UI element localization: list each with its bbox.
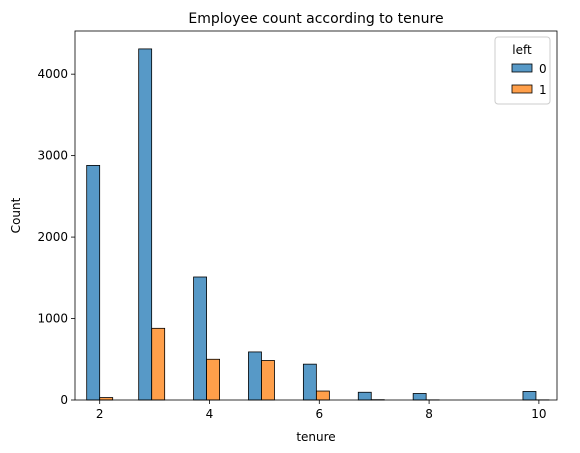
legend-label-1: 1 [539,83,547,97]
bar-series-0-7 [522,391,537,401]
bar-series-0-3 [248,351,262,401]
bar-series-0-2 [193,276,207,401]
chart-title: Employee count according to tenure [188,11,443,27]
legend-swatch-0 [511,63,533,73]
legend-swatch-1 [511,84,533,94]
x-axis-label: tenure [296,430,335,444]
x-ticks: 2 4 6 8 10 [96,400,547,421]
legend: left 0 1 [494,36,551,105]
bar-series-1-3 [261,360,275,401]
x-tick-label-3: 8 [425,407,433,421]
legend-title: left [512,43,532,57]
y-tick-label-3: 3000 [37,149,68,163]
bar-series-0-4 [302,363,317,401]
bar-series-1-1 [151,327,166,401]
bar-series-1-4 [315,390,330,401]
y-ticks: 0 1000 2000 3000 4000 [37,67,75,407]
y-tick-label-2: 2000 [37,230,68,244]
bar-series-0-6 [412,393,427,401]
bar-series-0-5 [357,391,372,401]
y-axis-label: Count [9,197,23,233]
y-tick-label-4: 4000 [37,67,68,81]
legend-label-0: 0 [539,62,547,76]
x-tick-label-1: 4 [206,407,214,421]
plot-frame [74,30,558,401]
bar-series-0-0 [86,164,101,401]
y-tick-label-0: 0 [60,393,68,407]
x-tick-label-0: 2 [96,407,104,421]
bar-series-1-2 [206,358,220,401]
bar-series-0-1 [138,48,153,401]
y-tick-label-1: 1000 [37,312,68,326]
x-tick-label-2: 6 [315,407,323,421]
x-tick-label-4: 10 [531,407,546,421]
